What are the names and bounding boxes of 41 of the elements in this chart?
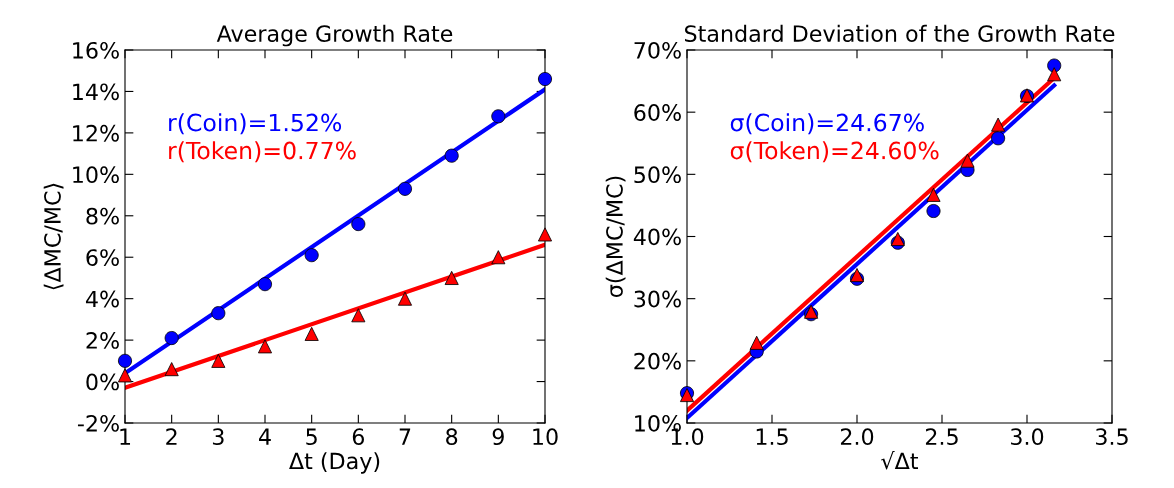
x-tick-label: 8 (446, 428, 458, 446)
x-tick-label: 7 (399, 428, 411, 445)
annotation: r(Token)=0.77% (169, 141, 356, 163)
y-axis-title: σ(ΔMC/MC) (605, 176, 626, 298)
x-tick-label: 2 (166, 428, 177, 445)
y-tick-label: 20% (634, 352, 681, 370)
y-tick-label: 4% (85, 290, 119, 308)
y-tick-label: 6% (86, 249, 119, 266)
y-tick-label: -2% (77, 414, 119, 432)
y-tick-label: 14% (73, 83, 119, 101)
y-tick-label: 50% (634, 166, 681, 184)
y-tick-label: 8% (86, 207, 119, 225)
annotation: σ(Coin)=24.67% (730, 113, 924, 135)
y-tick-label: 0% (86, 373, 119, 391)
chart-title: Standard Deviation of the Growth Rate (684, 24, 1115, 42)
x-tick-label: 3.0 (1011, 428, 1044, 446)
y-tick-label: 2% (86, 332, 119, 349)
x-tick-label: 2.5 (925, 428, 958, 446)
y-tick-label: 60% (634, 104, 681, 121)
y-tick-label: 16% (73, 41, 119, 59)
y-tick-label: 10% (73, 166, 119, 184)
annotation: r(Coin)=1.52% (169, 113, 342, 135)
x-axis-title: Δt (Day) (289, 452, 380, 474)
x-tick-label: 5 (306, 428, 317, 446)
y-tick-label: 12% (73, 124, 119, 142)
y-tick-label: 30% (634, 290, 681, 308)
annotation: σ(Token)=24.60% (730, 141, 939, 163)
x-tick-label: 1.5 (756, 428, 788, 446)
x-axis-title: √Δt (881, 451, 919, 470)
x-tick-label: 1 (120, 428, 131, 445)
x-tick-label: 10 (533, 428, 558, 446)
x-tick-label: 9 (492, 428, 504, 446)
chart-title: Average Growth Rate (216, 24, 453, 47)
x-tick-label: 4 (259, 428, 271, 445)
x-tick-label: 3.5 (1096, 428, 1128, 446)
y-axis-title: ⟨ΔMC/MC⟩ (43, 183, 64, 290)
x-tick-label: 2.0 (840, 428, 874, 446)
y-tick-label: 70% (634, 41, 681, 59)
x-tick-label: 6 (352, 428, 364, 446)
x-tick-label: 3 (212, 428, 224, 446)
y-tick-label: 40% (633, 228, 681, 246)
